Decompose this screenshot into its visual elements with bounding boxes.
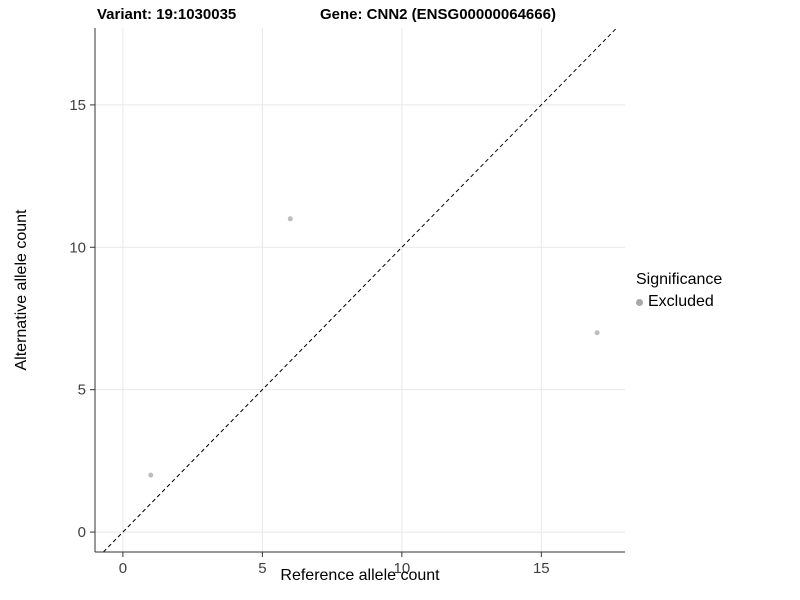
x-tick-label-0: 0 xyxy=(119,560,127,577)
identity-line xyxy=(103,27,617,553)
x-tick-label-10: 10 xyxy=(393,560,410,577)
legend-label-excluded: Excluded xyxy=(648,293,714,310)
legend-entry-excluded: Excluded xyxy=(636,293,722,311)
y-axis-label: Alternative allele count xyxy=(13,209,30,371)
x-tick-label-15: 15 xyxy=(533,560,550,577)
y-tick-label-5: 5 xyxy=(78,382,86,399)
x-axis-label: Reference allele count xyxy=(280,567,440,584)
x-tick-label-5: 5 xyxy=(258,560,266,577)
y-tick-label-15: 15 xyxy=(69,97,86,114)
data-point-17-7 xyxy=(594,330,600,336)
plot-title-variant: Variant: 19:1030035 xyxy=(97,6,237,23)
y-tick-label-0: 0 xyxy=(78,524,86,541)
legend-key-point-icon xyxy=(636,298,643,306)
plot-title-gene: Gene: CNN2 (ENSG00000064666) xyxy=(320,6,556,23)
y-tick-label-10: 10 xyxy=(69,239,86,256)
data-point-6-11 xyxy=(287,216,293,222)
legend-title: Significance xyxy=(636,271,723,288)
data-point-1-2 xyxy=(148,472,154,478)
legend: Significance Excluded xyxy=(636,271,722,311)
